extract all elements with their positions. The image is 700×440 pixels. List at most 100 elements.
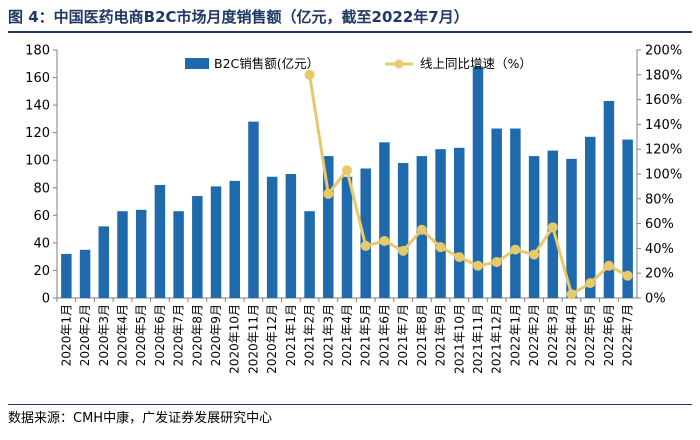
x-tick-label: 2022年6月	[602, 304, 616, 366]
left-tick-label: 40	[33, 236, 50, 251]
growth-point	[603, 260, 614, 271]
bar	[285, 174, 297, 298]
x-tick-label: 2021年8月	[415, 304, 429, 366]
growth-point	[416, 224, 427, 235]
left-tick-label: 140	[25, 99, 50, 114]
x-tick-label: 2020年9月	[209, 304, 223, 366]
x-tick-label: 2022年7月	[621, 304, 635, 366]
right-tick-label: 160%	[645, 93, 682, 108]
x-tick-label: 2022年5月	[583, 304, 597, 366]
bar	[266, 176, 278, 298]
growth-point	[547, 222, 558, 233]
right-tick-label: 60%	[645, 217, 674, 232]
left-tick-label: 0	[42, 292, 50, 307]
bar	[603, 100, 615, 298]
x-tick-label: 2021年1月	[284, 304, 298, 366]
legend-line-label: 线上同比增速（%）	[420, 56, 532, 71]
x-tick-label: 2021年2月	[303, 304, 317, 366]
legend-bar-label: B2C销售额(亿元）	[214, 56, 319, 71]
bar	[304, 211, 315, 298]
x-tick-label: 2021年3月	[321, 304, 335, 366]
left-tick-label: 100	[25, 154, 50, 169]
bar	[584, 136, 596, 298]
x-tick-label: 2020年3月	[97, 304, 111, 366]
x-tick-label: 2021年11月	[471, 304, 485, 374]
x-tick-label: 2021年12月	[490, 304, 504, 374]
x-tick-label: 2022年1月	[508, 304, 522, 366]
x-tick-label: 2020年1月	[59, 304, 73, 366]
right-tick-label: 100%	[645, 168, 682, 183]
growth-point	[304, 69, 315, 80]
bar	[341, 176, 353, 298]
legend-line-marker	[394, 59, 404, 69]
right-tick-label: 140%	[645, 118, 682, 133]
bar	[135, 209, 147, 298]
x-tick-label: 2020年11月	[246, 304, 260, 374]
x-tick-label: 2020年8月	[190, 304, 204, 366]
growth-point	[491, 257, 502, 268]
bar	[323, 156, 334, 298]
x-tick-label: 2021年4月	[340, 304, 354, 366]
growth-point	[510, 244, 521, 255]
bar	[397, 162, 409, 298]
right-tick-label: 180%	[645, 68, 682, 83]
right-tick-label: 120%	[645, 143, 682, 158]
left-tick-label: 60	[33, 209, 50, 224]
legend-bar-swatch	[185, 58, 209, 69]
x-tick-label: 2020年6月	[153, 304, 167, 366]
x-tick-label: 2021年7月	[396, 304, 410, 366]
bar	[566, 158, 577, 298]
right-tick-label: 0%	[645, 292, 666, 307]
bar	[360, 168, 371, 298]
x-tick-label: 2020年12月	[265, 304, 279, 374]
x-tick-label: 2020年4月	[115, 304, 129, 366]
bar	[454, 147, 465, 298]
left-tick-label: 160	[25, 71, 50, 86]
bar	[435, 149, 446, 298]
x-tick-label: 2022年4月	[565, 304, 579, 366]
bar	[210, 186, 222, 298]
x-tick-label: 2020年7月	[172, 304, 186, 366]
bar	[117, 211, 128, 298]
growth-point	[379, 235, 390, 246]
right-tick-label: 200%	[645, 44, 682, 59]
growth-line	[308, 74, 629, 296]
growth-point	[566, 289, 577, 300]
b2c-sales-chart: 0 20 40 60 80 100 120 140 160 180 0% 20% 40% 60% 80% 10…	[25, 44, 682, 374]
bar	[622, 139, 633, 298]
source-note: 数据来源：CMH中康，广发证券发展研究中心	[8, 411, 273, 426]
x-tick-label: 2020年5月	[134, 304, 148, 366]
left-tick-label: 20	[33, 264, 50, 279]
bar	[491, 128, 502, 298]
bar	[79, 249, 91, 298]
figure-title: 图 4：中国医药电商B2C市场月度销售额（亿元，截至2022年7月）	[8, 8, 469, 26]
title-divider	[8, 31, 692, 33]
bar	[248, 121, 259, 299]
bar	[192, 196, 203, 298]
x-tick-label: 2022年2月	[527, 304, 541, 366]
growth-point	[529, 249, 540, 260]
footer-divider	[8, 404, 692, 405]
x-tick-label: 2021年9月	[434, 304, 448, 366]
growth-point	[323, 188, 334, 199]
right-tick-label: 80%	[645, 192, 674, 207]
left-tick-label: 180	[25, 44, 50, 59]
right-tick-label: 40%	[645, 242, 674, 257]
growth-point	[398, 245, 409, 256]
growth-point	[435, 242, 446, 253]
growth-point	[342, 165, 352, 176]
x-tick-label: 2021年6月	[377, 304, 391, 366]
x-tick-label: 2020年10月	[228, 304, 242, 374]
left-tick-label: 120	[25, 126, 50, 141]
bar	[61, 253, 72, 298]
bar	[173, 211, 184, 298]
bar	[472, 66, 484, 299]
x-tick-label: 2021年10月	[452, 304, 466, 374]
bar	[510, 128, 521, 298]
growth-point	[622, 270, 633, 281]
bar	[379, 142, 390, 298]
right-tick-label: 20%	[645, 267, 674, 282]
growth-point	[360, 240, 371, 251]
left-tick-label: 80	[33, 181, 50, 196]
x-tick-label: 2021年5月	[359, 304, 373, 366]
